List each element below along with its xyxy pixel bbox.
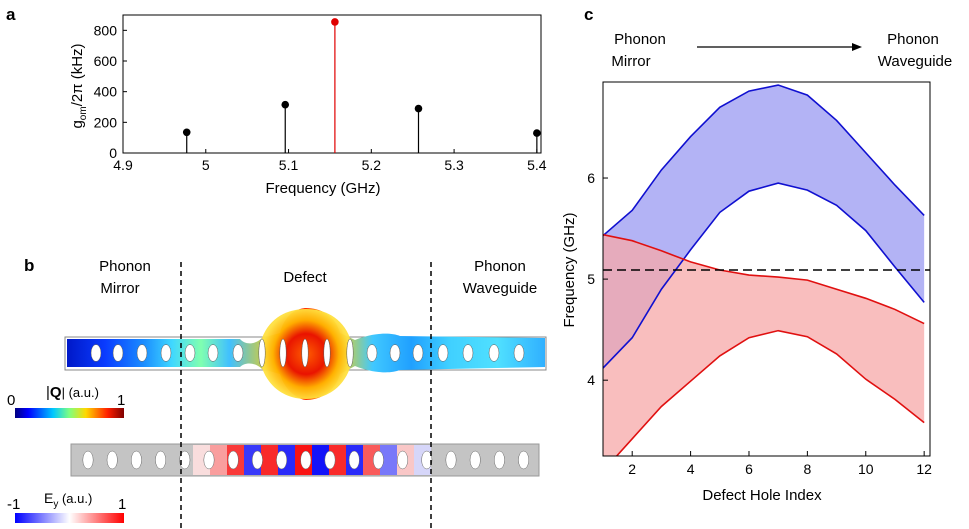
- chart-a-point: [414, 104, 423, 113]
- colorbar-q-label: |Q| (a.u.): [46, 384, 99, 401]
- chart-a-ytick-label: 800: [94, 22, 118, 38]
- chart-a-ytick-label: 600: [94, 53, 118, 69]
- chart-c-xtick-label: 4: [687, 461, 695, 477]
- chart-c-ylabel: Frequency (GHz): [561, 212, 578, 327]
- chart-c-xtick-label: 6: [745, 461, 753, 477]
- panel-label-b: b: [24, 256, 34, 275]
- colorbar-e: [15, 513, 124, 523]
- arrow-label-phonon-right: Phonon: [887, 31, 939, 48]
- optical-mode-image: [70, 443, 540, 477]
- region-label-mirror: Mirror: [100, 280, 139, 297]
- band-fill-red: [603, 234, 925, 456]
- panel-label-a: a: [6, 5, 16, 24]
- chart-c-xtick-label: 2: [628, 461, 636, 477]
- chart-c-xtick-label: 10: [858, 461, 874, 477]
- colorbar-e-max: 1: [118, 496, 126, 513]
- mechanical-mode-image: [64, 308, 547, 400]
- chart-c-ytick-label: 5: [587, 271, 595, 287]
- colorbar-q-max: 1: [117, 392, 125, 409]
- region-label-waveguide: Waveguide: [463, 280, 538, 297]
- chart-a-xtick-label: 4.9: [113, 157, 133, 173]
- band-upper-red: [603, 233, 925, 325]
- band-lower-red: [615, 329, 925, 456]
- chart-c: Phonon Mirror Phonon Waveguide 2 4 6 8 10 12 4…: [561, 31, 952, 504]
- arrow-label-waveguide: Waveguide: [878, 53, 953, 70]
- direction-arrow-head: [852, 43, 862, 51]
- chart-a-ytick-label: 200: [94, 114, 118, 130]
- chart-a-point: [331, 18, 339, 26]
- band-fill-blue: [603, 85, 925, 369]
- chart-c-ytick-label: 6: [587, 170, 595, 186]
- chart-a-axes-box: [122, 14, 542, 154]
- chart-c-axes-box: [602, 81, 931, 457]
- panel-label-c: c: [584, 5, 593, 24]
- chart-a-xtick-label: 5: [202, 157, 210, 173]
- region-label-phonon: Phonon: [99, 258, 151, 275]
- band-upper-blue: [603, 84, 925, 237]
- chart-a: 4.9 5 5.1 5.2 5.3 5.4 0 200 400 600 800 Frequency …: [69, 14, 547, 197]
- chart-c-xtick-label: 8: [803, 461, 811, 477]
- region-label-phonon-right: Phonon: [474, 258, 526, 275]
- chart-c-xlabel: Defect Hole Index: [702, 487, 822, 504]
- region-label-defect: Defect: [283, 269, 327, 286]
- chart-a-xlabel: Frequency (GHz): [265, 180, 380, 197]
- chart-a-xtick-label: 5.2: [362, 157, 382, 173]
- chart-a-point: [281, 100, 290, 109]
- chart-a-xtick-label: 5.3: [444, 157, 464, 173]
- chart-a-xtick-label: 5.4: [527, 157, 547, 173]
- chart-a-ytick-label: 400: [94, 84, 118, 100]
- chart-a-point: [182, 128, 191, 137]
- arrow-label-phonon-left: Phonon: [614, 31, 666, 48]
- colorbar-q-min: 0: [7, 392, 15, 409]
- colorbar-e-min: -1: [7, 496, 20, 513]
- chart-a-point: [533, 129, 541, 137]
- colorbar-e-label: Ey (a.u.): [44, 490, 92, 510]
- chart-a-ytick-label: 0: [109, 145, 117, 161]
- chart-a-ylabel: gom/2π (kHz): [69, 43, 89, 128]
- arrow-label-mirror: Mirror: [611, 53, 650, 70]
- chart-c-xtick-label: 12: [916, 461, 932, 477]
- chart-a-xtick-label: 5.1: [279, 157, 299, 173]
- band-lower-blue: [603, 182, 925, 369]
- chart-c-ytick-label: 4: [587, 372, 595, 388]
- panel-b: Phonon Mirror Defect Phonon Waveguide 0 …: [7, 258, 547, 529]
- colorbar-q: [15, 408, 124, 418]
